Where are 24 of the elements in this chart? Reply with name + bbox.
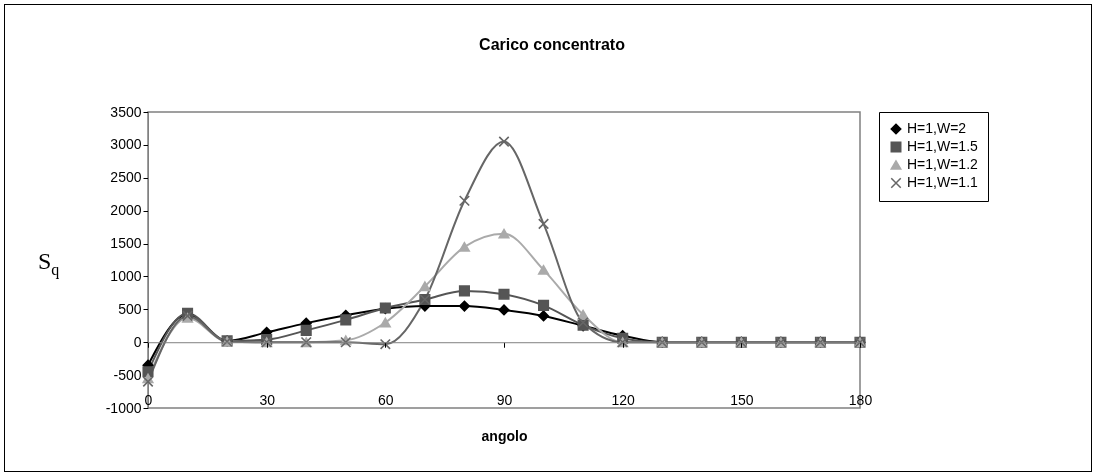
y-axis-title: S$_{q}$ xyxy=(38,248,60,279)
legend-label: H=1,W=2 xyxy=(907,120,967,136)
y-tick-label: 500 xyxy=(118,300,142,317)
x-axis-title: angolo xyxy=(481,427,528,444)
y-tick-label: -1000 xyxy=(105,399,142,416)
legend-label: H=1,W=1.5 xyxy=(907,138,979,154)
legend-label: H=1,W=1.2 xyxy=(907,156,979,172)
legend-label: H=1,W=1.1 xyxy=(907,174,979,190)
x-tick-label: 120 xyxy=(611,391,636,408)
chart-title: Carico concentrato xyxy=(479,36,626,53)
x-tick-label: 90 xyxy=(496,391,513,408)
y-tick-label: -500 xyxy=(113,366,142,383)
x-tick-label: 60 xyxy=(378,391,394,408)
y-tick-label: 2000 xyxy=(110,202,142,219)
x-tick-label: 180 xyxy=(848,391,873,408)
x-tick-label: 30 xyxy=(259,391,276,408)
y-tick-label: 0 xyxy=(133,333,142,350)
y-tick-label: 1000 xyxy=(110,267,142,284)
y-tick-label: 3000 xyxy=(110,136,142,153)
y-tick-label: 1500 xyxy=(110,235,142,252)
y-tick-label: 3500 xyxy=(110,103,142,120)
x-tick-label: 150 xyxy=(730,391,754,408)
x-tick-label: 0 xyxy=(144,391,153,408)
y-tick-label: 2500 xyxy=(110,169,142,186)
